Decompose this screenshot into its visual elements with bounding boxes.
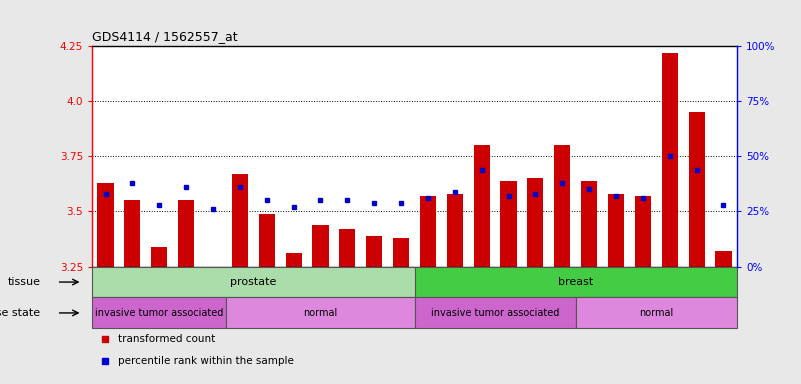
Bar (415, 298, 576, 328)
Bar (581, 180, 598, 266)
Text: disease state: disease state (0, 308, 41, 318)
Text: normal: normal (639, 308, 674, 318)
Bar (340, 229, 356, 266)
Bar (259, 214, 275, 266)
Bar (576, 298, 737, 328)
Bar (227, 298, 415, 328)
Bar (124, 200, 140, 266)
Text: prostate: prostate (230, 277, 276, 287)
Text: invasive tumor associated: invasive tumor associated (95, 308, 223, 318)
Text: normal: normal (304, 308, 337, 318)
Bar (393, 238, 409, 266)
Text: percentile rank within the sample: percentile rank within the sample (118, 356, 294, 366)
Bar (635, 196, 651, 266)
Bar (92, 298, 227, 328)
Bar (554, 145, 570, 266)
Bar (662, 53, 678, 266)
Bar (92, 266, 415, 298)
Bar (420, 196, 436, 266)
Bar (501, 180, 517, 266)
Bar (689, 112, 705, 266)
Text: GDS4114 / 1562557_at: GDS4114 / 1562557_at (92, 30, 238, 43)
Bar (608, 194, 624, 266)
Bar (473, 145, 489, 266)
Bar (312, 225, 328, 266)
Bar (98, 183, 114, 266)
Text: tissue: tissue (7, 277, 41, 287)
Bar (447, 194, 463, 266)
Bar (151, 247, 167, 266)
Bar (415, 266, 737, 298)
Bar (366, 236, 382, 266)
Text: transformed count: transformed count (118, 334, 215, 344)
Text: breast: breast (558, 277, 594, 287)
Text: invasive tumor associated: invasive tumor associated (431, 308, 559, 318)
Bar (231, 174, 248, 266)
Bar (527, 179, 544, 266)
Bar (178, 200, 194, 266)
Bar (715, 251, 731, 266)
Bar (286, 253, 302, 266)
